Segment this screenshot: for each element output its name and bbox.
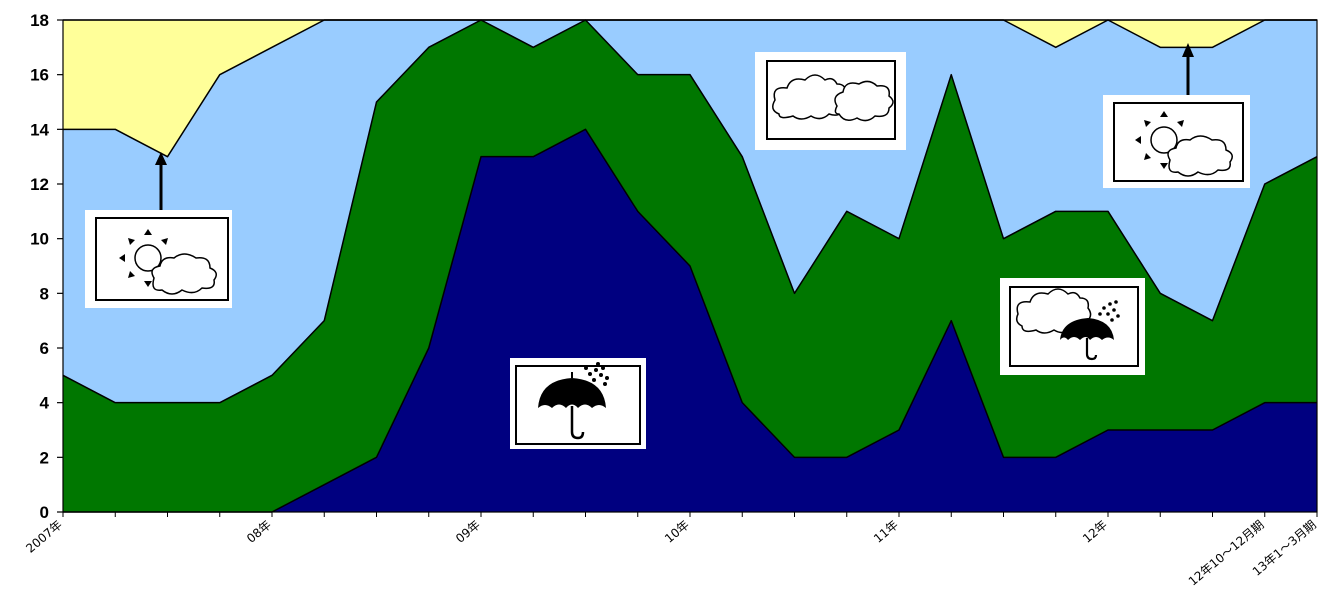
sun-cloud-icon <box>119 229 217 295</box>
series-area-4 <box>63 20 1317 157</box>
sun-cloud-callout-left <box>85 152 232 308</box>
areas-layer <box>62 19 1318 513</box>
y-tick-label: 12 <box>30 175 49 194</box>
icons-layer <box>85 43 1250 449</box>
y-tick-label: 6 <box>40 339 49 358</box>
y-tick-label: 4 <box>40 394 50 413</box>
y-tick-label: 14 <box>30 120 49 139</box>
cloudy-icon <box>772 74 894 122</box>
x-tick-label: 11年 <box>871 518 901 546</box>
x-tick-label: 08年 <box>244 518 274 546</box>
y-tick-label: 8 <box>40 284 49 303</box>
series-area-1 <box>63 129 1317 513</box>
cloud-rain-icon <box>1015 288 1120 361</box>
x-tick-label: 12年 <box>1080 518 1110 546</box>
x-tick-label: 09年 <box>453 518 483 546</box>
series-line-2 <box>62 19 1318 404</box>
sun-cloud-icon <box>1135 111 1233 177</box>
umbrella-callout-center <box>510 358 646 449</box>
series-area-3 <box>63 20 1317 403</box>
x-tick-label: 2007年 <box>23 518 65 556</box>
umbrella-rain-icon <box>538 362 609 440</box>
sun-cloud-callout-right <box>1103 43 1250 188</box>
cloudy-callout <box>755 52 906 150</box>
x-tick-label: 10年 <box>662 518 692 546</box>
y-tick-label: 16 <box>30 66 49 85</box>
y-tick-label: 0 <box>40 503 49 522</box>
cloud-umbrella-callout <box>1000 278 1145 375</box>
y-tick-label: 2 <box>40 448 49 467</box>
y-tick-label: 10 <box>30 230 49 249</box>
y-tick-label: 18 <box>30 11 49 30</box>
x-tick-label: 12年10～12月期 <box>1186 518 1267 589</box>
